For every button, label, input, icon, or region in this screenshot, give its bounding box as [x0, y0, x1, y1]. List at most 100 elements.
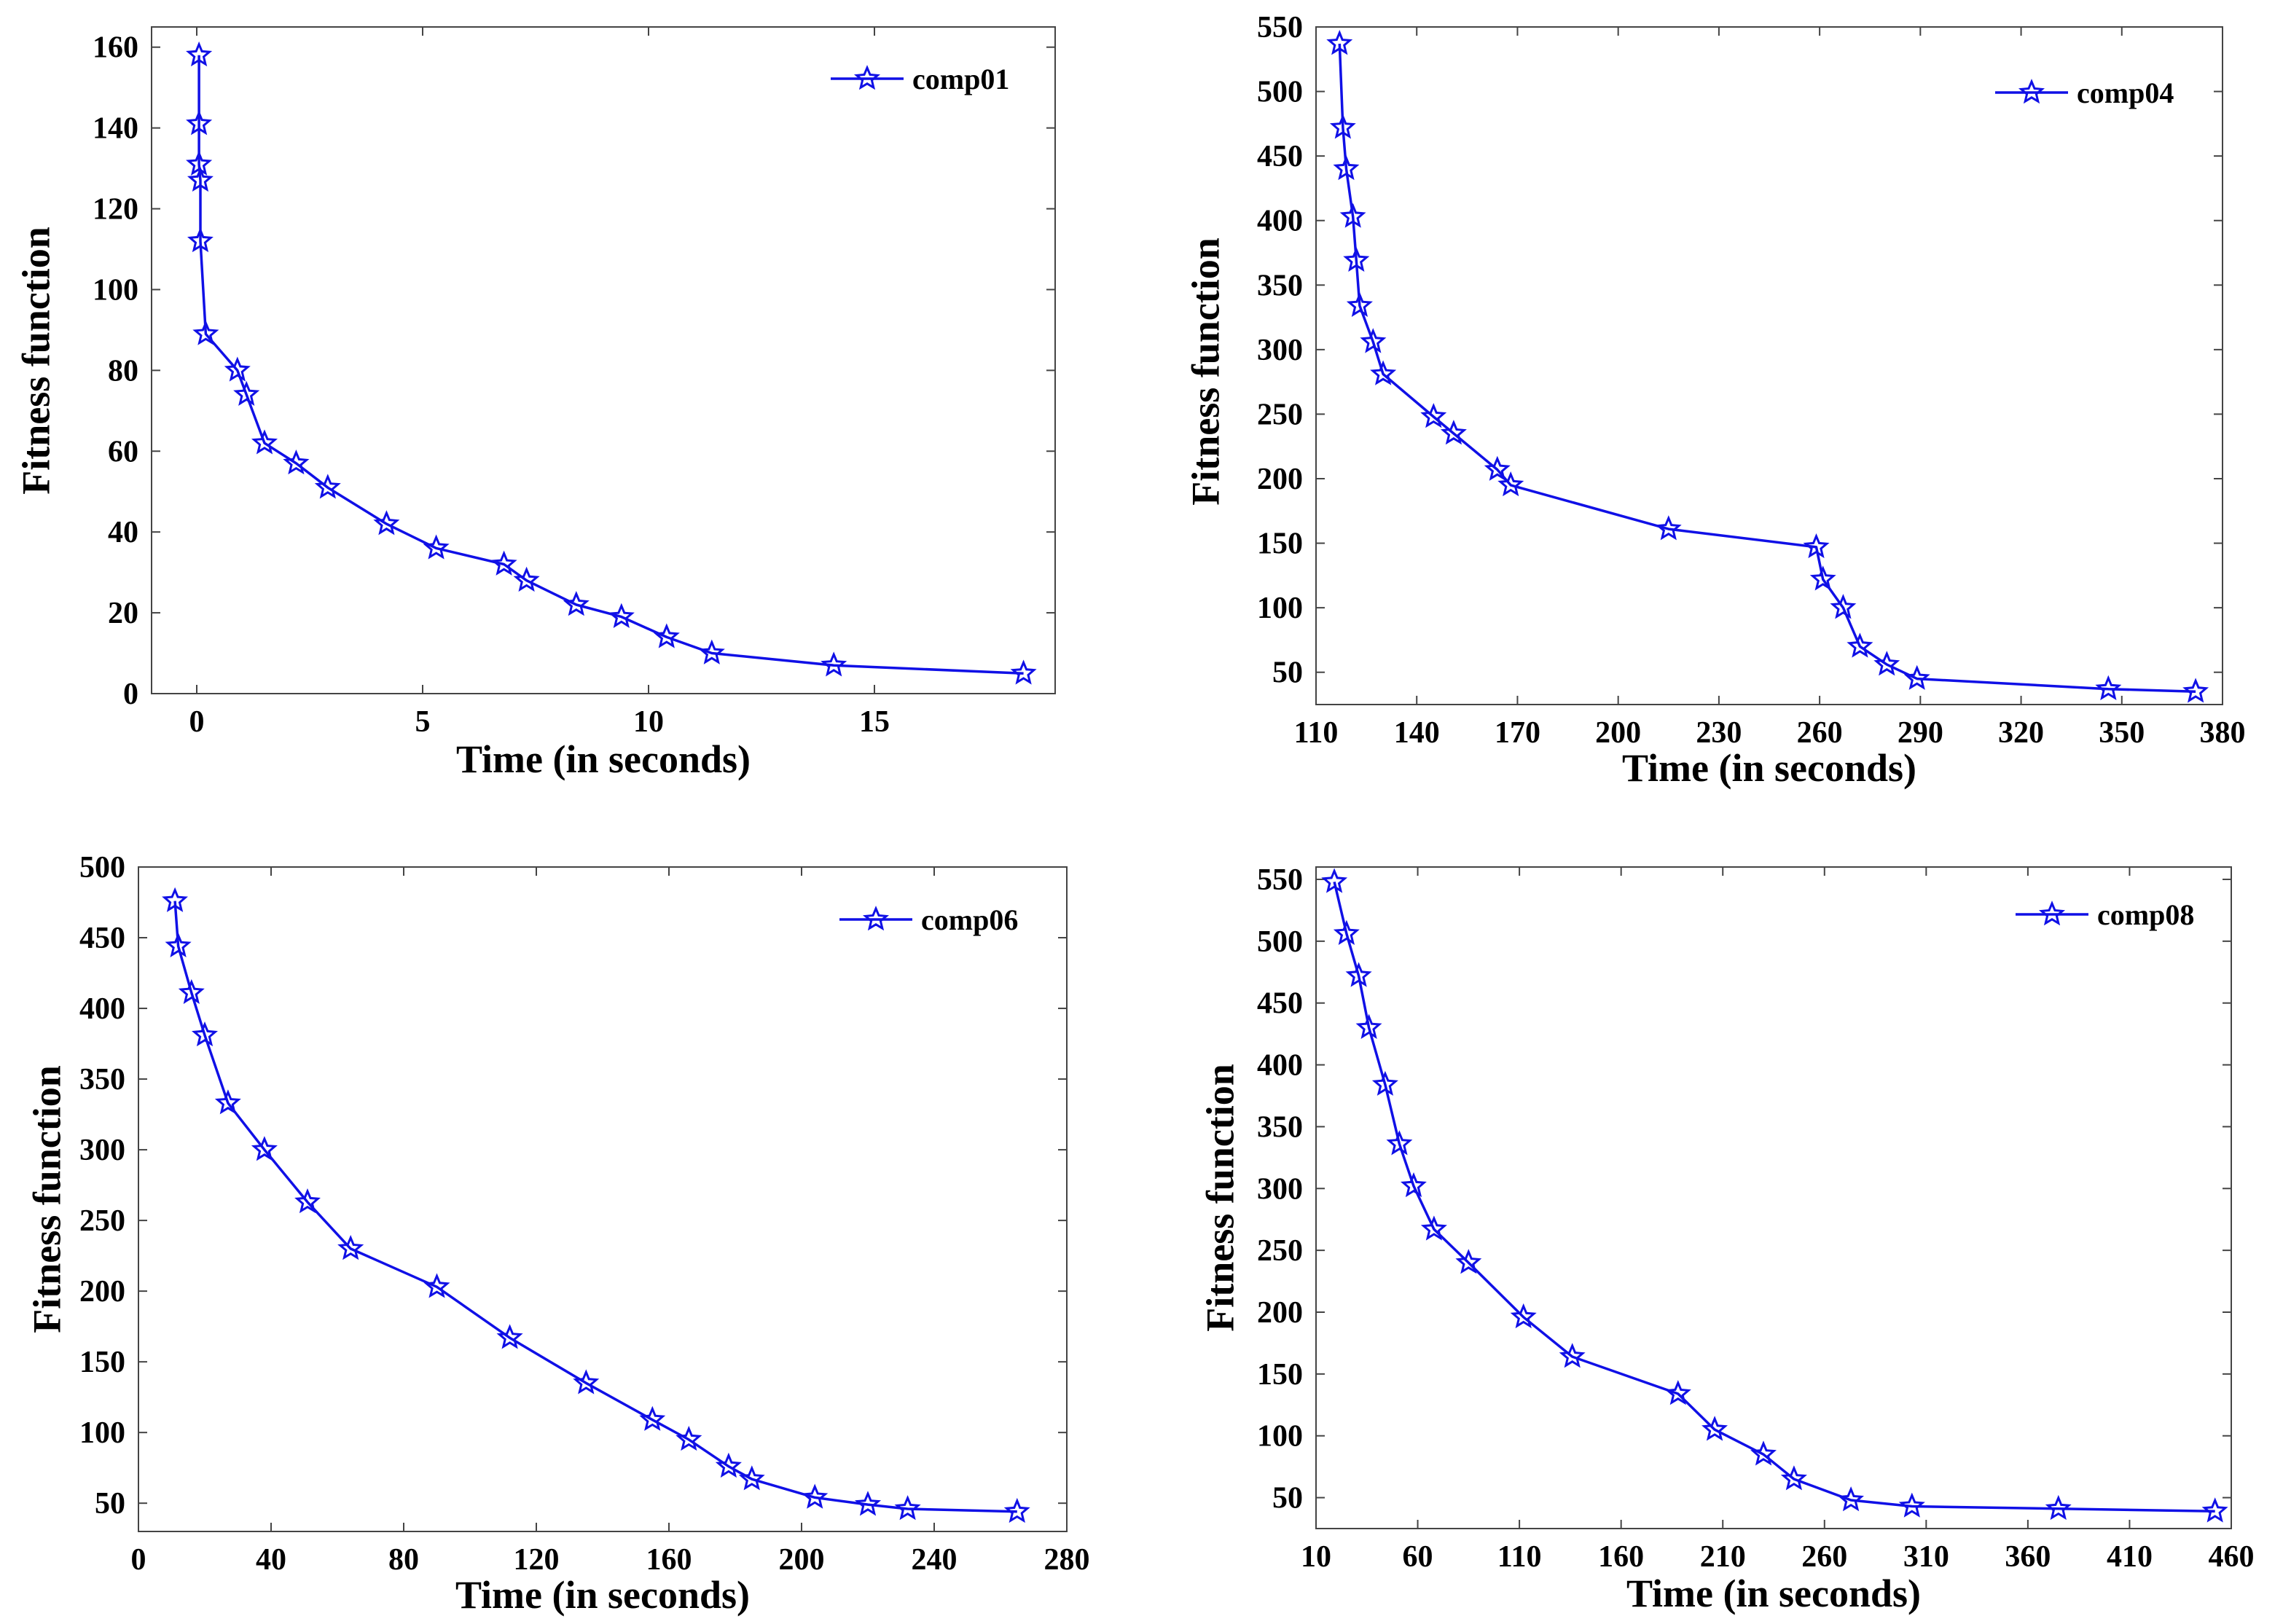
- y-tick-label: 300: [79, 1134, 125, 1167]
- y-tick-label: 0: [123, 678, 138, 711]
- y-tick-label: 500: [1257, 76, 1303, 109]
- legend-label: comp08: [2097, 898, 2194, 931]
- x-tick-label: 0: [189, 705, 205, 739]
- y-tick-label: 60: [108, 435, 138, 468]
- data-point: [639, 1405, 666, 1431]
- data-point: [894, 1495, 921, 1521]
- data-point: [224, 356, 251, 382]
- data-point: [186, 150, 213, 176]
- data-point: [2201, 1497, 2228, 1523]
- x-tick-label: 5: [415, 705, 431, 739]
- legend-label: comp04: [2077, 77, 2174, 109]
- y-tick-label: 550: [1257, 11, 1303, 44]
- x-tick-label: 110: [1497, 1540, 1542, 1574]
- data-point: [802, 1483, 829, 1509]
- data-point: [1455, 1249, 1482, 1274]
- data-point: [283, 450, 310, 475]
- x-tick-label: 10: [1301, 1540, 1331, 1574]
- legend-marker: [2038, 901, 2066, 926]
- data-point: [1903, 664, 1930, 690]
- data-point: [1702, 1416, 1728, 1441]
- data-point: [186, 110, 213, 136]
- legend-label: comp01: [912, 63, 1009, 95]
- data-point: [1329, 114, 1356, 139]
- plot-frame: [138, 866, 1068, 1532]
- data-point: [423, 1273, 450, 1298]
- x-tick-label: 280: [1044, 1543, 1090, 1577]
- y-tick-label: 120: [93, 193, 138, 227]
- y-tick-label: 250: [1257, 398, 1303, 431]
- x-tick-label: 230: [1696, 716, 1742, 750]
- x-tick-label: 40: [256, 1543, 286, 1577]
- data-point: [675, 1426, 702, 1451]
- y-tick-label: 100: [1257, 1420, 1303, 1454]
- y-tick-label: 550: [1257, 863, 1303, 897]
- data-point: [1400, 1172, 1427, 1198]
- y-axis-title: Fitness function: [25, 1065, 68, 1333]
- data-point: [1497, 471, 1524, 497]
- y-tick-label: 300: [1257, 1172, 1303, 1206]
- data-point: [1420, 1215, 1447, 1241]
- data-point: [1345, 962, 1372, 987]
- data-point: [1371, 1070, 1398, 1096]
- legend: comp06: [839, 903, 1018, 936]
- data-point: [294, 1188, 321, 1214]
- y-tick-label: 350: [1257, 1110, 1303, 1144]
- x-tick-label: 410: [2107, 1540, 2153, 1574]
- y-tick-label: 350: [1257, 269, 1303, 302]
- x-axis-title: Time (in seconds): [455, 1573, 750, 1617]
- data-point: [178, 978, 205, 1004]
- chart-panel-1: 0 5 10 15 0 20 40 60 80 100 120 140 160 Time (in seco…: [14, 26, 1056, 781]
- data-point: [1355, 1013, 1382, 1039]
- x-tick-label: 170: [1495, 716, 1540, 750]
- data-point: [2182, 678, 2209, 703]
- legend-marker: [862, 906, 890, 931]
- data-point: [1838, 1486, 1864, 1512]
- x-tick-label: 140: [1394, 716, 1440, 750]
- y-axis-title: Fitness function: [1198, 1064, 1242, 1332]
- data-point: [1809, 565, 1836, 591]
- plot-frame: [1315, 866, 2232, 1529]
- data-point: [192, 320, 219, 345]
- x-tick-label: 210: [1700, 1540, 1746, 1574]
- y-axis-title: Fitness function: [1183, 238, 1227, 506]
- x-tick-label: 290: [1898, 716, 1943, 750]
- data-point: [821, 651, 847, 677]
- y-tick-label: 400: [1257, 1049, 1303, 1083]
- series-line-comp08: [1333, 881, 2215, 1513]
- y-tick-label: 500: [79, 851, 125, 884]
- data-point: [423, 534, 450, 560]
- y-tick-label: 140: [93, 112, 138, 146]
- series-line-comp04: [1338, 43, 2196, 694]
- y-tick-label: 100: [93, 273, 138, 307]
- y-tick-label: 40: [108, 516, 138, 549]
- y-tick-label: 50: [1272, 656, 1303, 690]
- data-point: [314, 474, 341, 499]
- y-tick-label: 300: [1257, 334, 1303, 367]
- x-tick-label: 15: [859, 705, 890, 739]
- y-tick-label: 200: [1257, 463, 1303, 496]
- data-point: [251, 1136, 278, 1161]
- x-tick-label: 160: [646, 1543, 692, 1577]
- x-tick-label: 60: [1403, 1540, 1433, 1574]
- legend-marker: [2018, 79, 2045, 104]
- data-point: [186, 41, 213, 67]
- data-point: [233, 380, 260, 406]
- y-tick-label: 150: [1257, 1358, 1303, 1392]
- data-point: [1333, 154, 1360, 181]
- y-tick-label: 50: [95, 1487, 125, 1521]
- x-tick-label: 310: [1903, 1540, 1949, 1574]
- y-tick-label: 350: [79, 1063, 125, 1097]
- y-tick-label: 160: [93, 31, 138, 65]
- data-point: [1484, 455, 1511, 481]
- data-point: [1873, 651, 1900, 676]
- data-point: [1333, 919, 1360, 945]
- data-point: [573, 1369, 600, 1394]
- data-point: [251, 429, 278, 455]
- chart-panel-4: 10 60 110 160 210 260 310 360 410 460 50 100 150 200 2…: [1198, 863, 2254, 1615]
- data-point: [337, 1235, 364, 1260]
- x-tick-label: 360: [2005, 1540, 2051, 1574]
- data-point: [490, 550, 517, 576]
- x-tick-label: 460: [2209, 1540, 2255, 1574]
- data-point: [1010, 659, 1037, 685]
